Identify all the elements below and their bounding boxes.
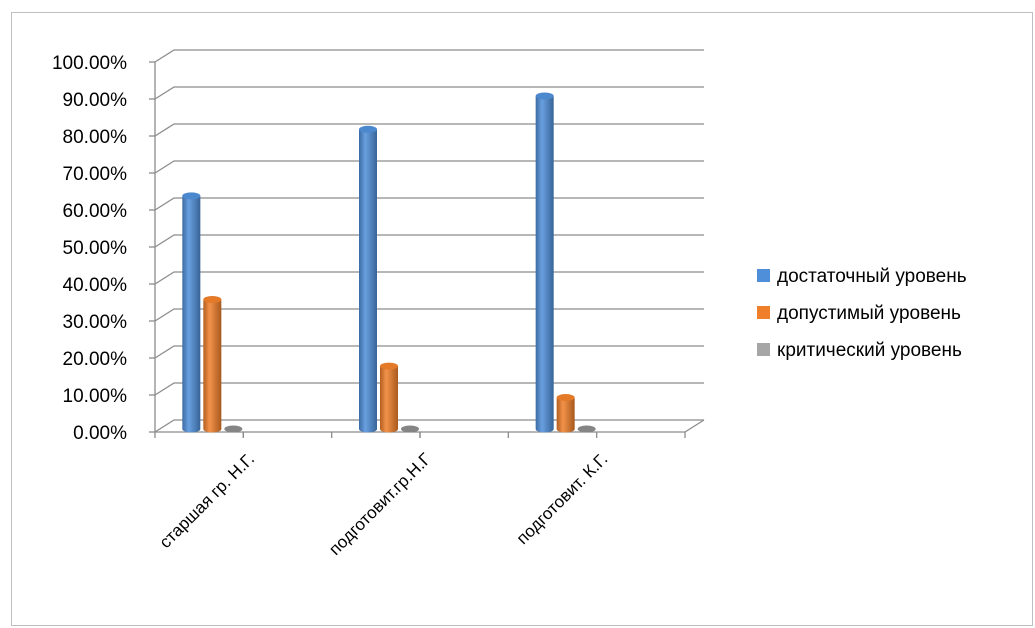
bar — [556, 394, 575, 433]
x-tick-label: подготовит.гр.Н.Г — [325, 449, 435, 559]
gridline — [154, 419, 704, 433]
gridline — [154, 308, 704, 322]
y-tick-label: 20.00% — [63, 349, 128, 370]
legend-swatch — [757, 306, 770, 319]
x-tick-label: старшая гр. Н.Г. — [156, 449, 259, 552]
gridline — [154, 234, 704, 248]
gridline — [154, 160, 704, 174]
chart-frame — [11, 12, 1033, 626]
gridline — [154, 197, 704, 211]
y-tick-label: 50.00% — [63, 238, 128, 259]
axis-layer — [149, 61, 705, 438]
y-tick-label: 10.00% — [63, 386, 128, 407]
legend: достаточный уровень допустимый уровень кри… — [757, 266, 967, 361]
bar — [380, 362, 398, 433]
bar — [401, 425, 419, 433]
bars-layer — [182, 92, 596, 433]
legend-entry: критический уровень — [777, 340, 962, 361]
gridline — [154, 345, 704, 359]
gridline — [154, 123, 704, 137]
bar — [535, 92, 554, 433]
y-tick-label: 40.00% — [63, 275, 128, 296]
bar — [224, 425, 243, 433]
gridline — [154, 86, 704, 100]
legend-entry: достаточный уровень — [777, 266, 967, 287]
bar — [359, 125, 377, 433]
gridline — [154, 382, 704, 396]
y-tick-label: 80.00% — [63, 127, 128, 148]
gridline — [154, 271, 704, 285]
bar — [577, 425, 596, 433]
y-tick-label: 90.00% — [63, 90, 128, 111]
legend-swatch — [757, 269, 770, 282]
y-tick-label: 60.00% — [63, 201, 128, 222]
y-tick-label: 100.00% — [52, 53, 127, 74]
x-axis-ticks: старшая гр. Н.Г. подготовит.гр.Н.Г подгото… — [156, 449, 612, 559]
x-tick-label: подготовит. К.Г. — [513, 449, 612, 548]
y-tick-label: 70.00% — [63, 164, 128, 185]
y-tick-label: 30.00% — [63, 312, 128, 333]
legend-swatch — [757, 343, 770, 356]
bar — [182, 192, 201, 433]
y-axis-ticks: 0.00% 10.00% 20.00% 30.00% 40.00% 50.00% 60.00… — [52, 53, 127, 444]
legend-entry: допустимый уровень — [777, 303, 961, 324]
y-tick-label: 0.00% — [73, 423, 127, 444]
grid-layer — [154, 49, 704, 433]
gridline — [154, 49, 704, 63]
bar — [203, 296, 222, 433]
